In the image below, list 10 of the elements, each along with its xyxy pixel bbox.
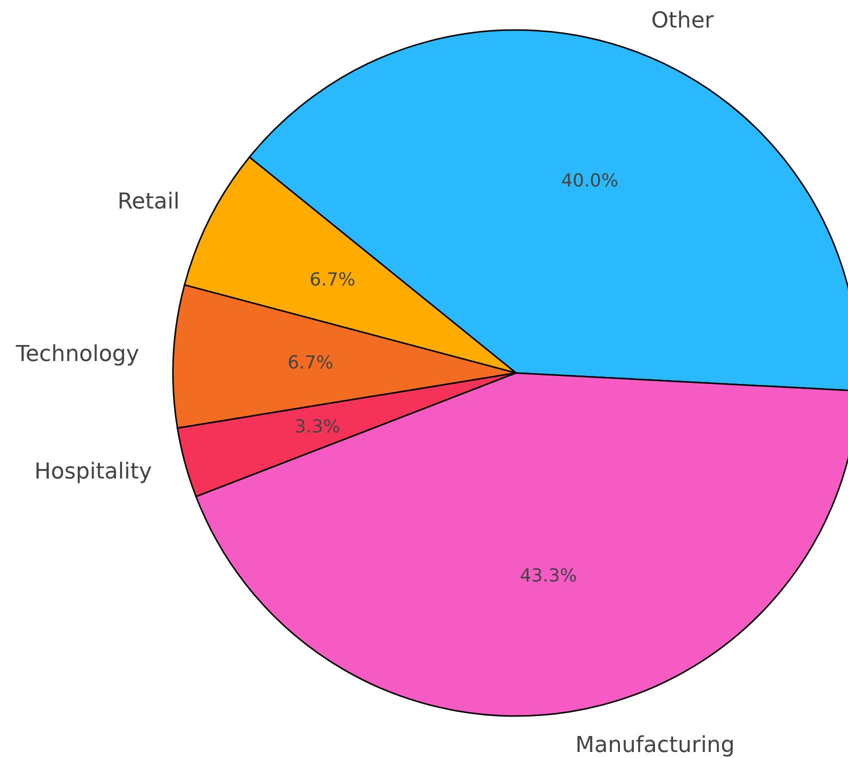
data-label: 6.7% xyxy=(310,269,356,290)
data-label: 6.7% xyxy=(288,352,334,374)
data-label: 43.3% xyxy=(520,566,577,587)
slice-label: Other xyxy=(651,8,715,34)
slice-label: Technology xyxy=(14,342,140,367)
data-label: 3.3% xyxy=(294,416,340,438)
data-label: 40.0% xyxy=(561,170,618,192)
slice-label: Retail xyxy=(117,190,180,215)
slice-label: Manufacturing xyxy=(575,733,735,758)
slice-label: Hospitality xyxy=(34,459,152,484)
